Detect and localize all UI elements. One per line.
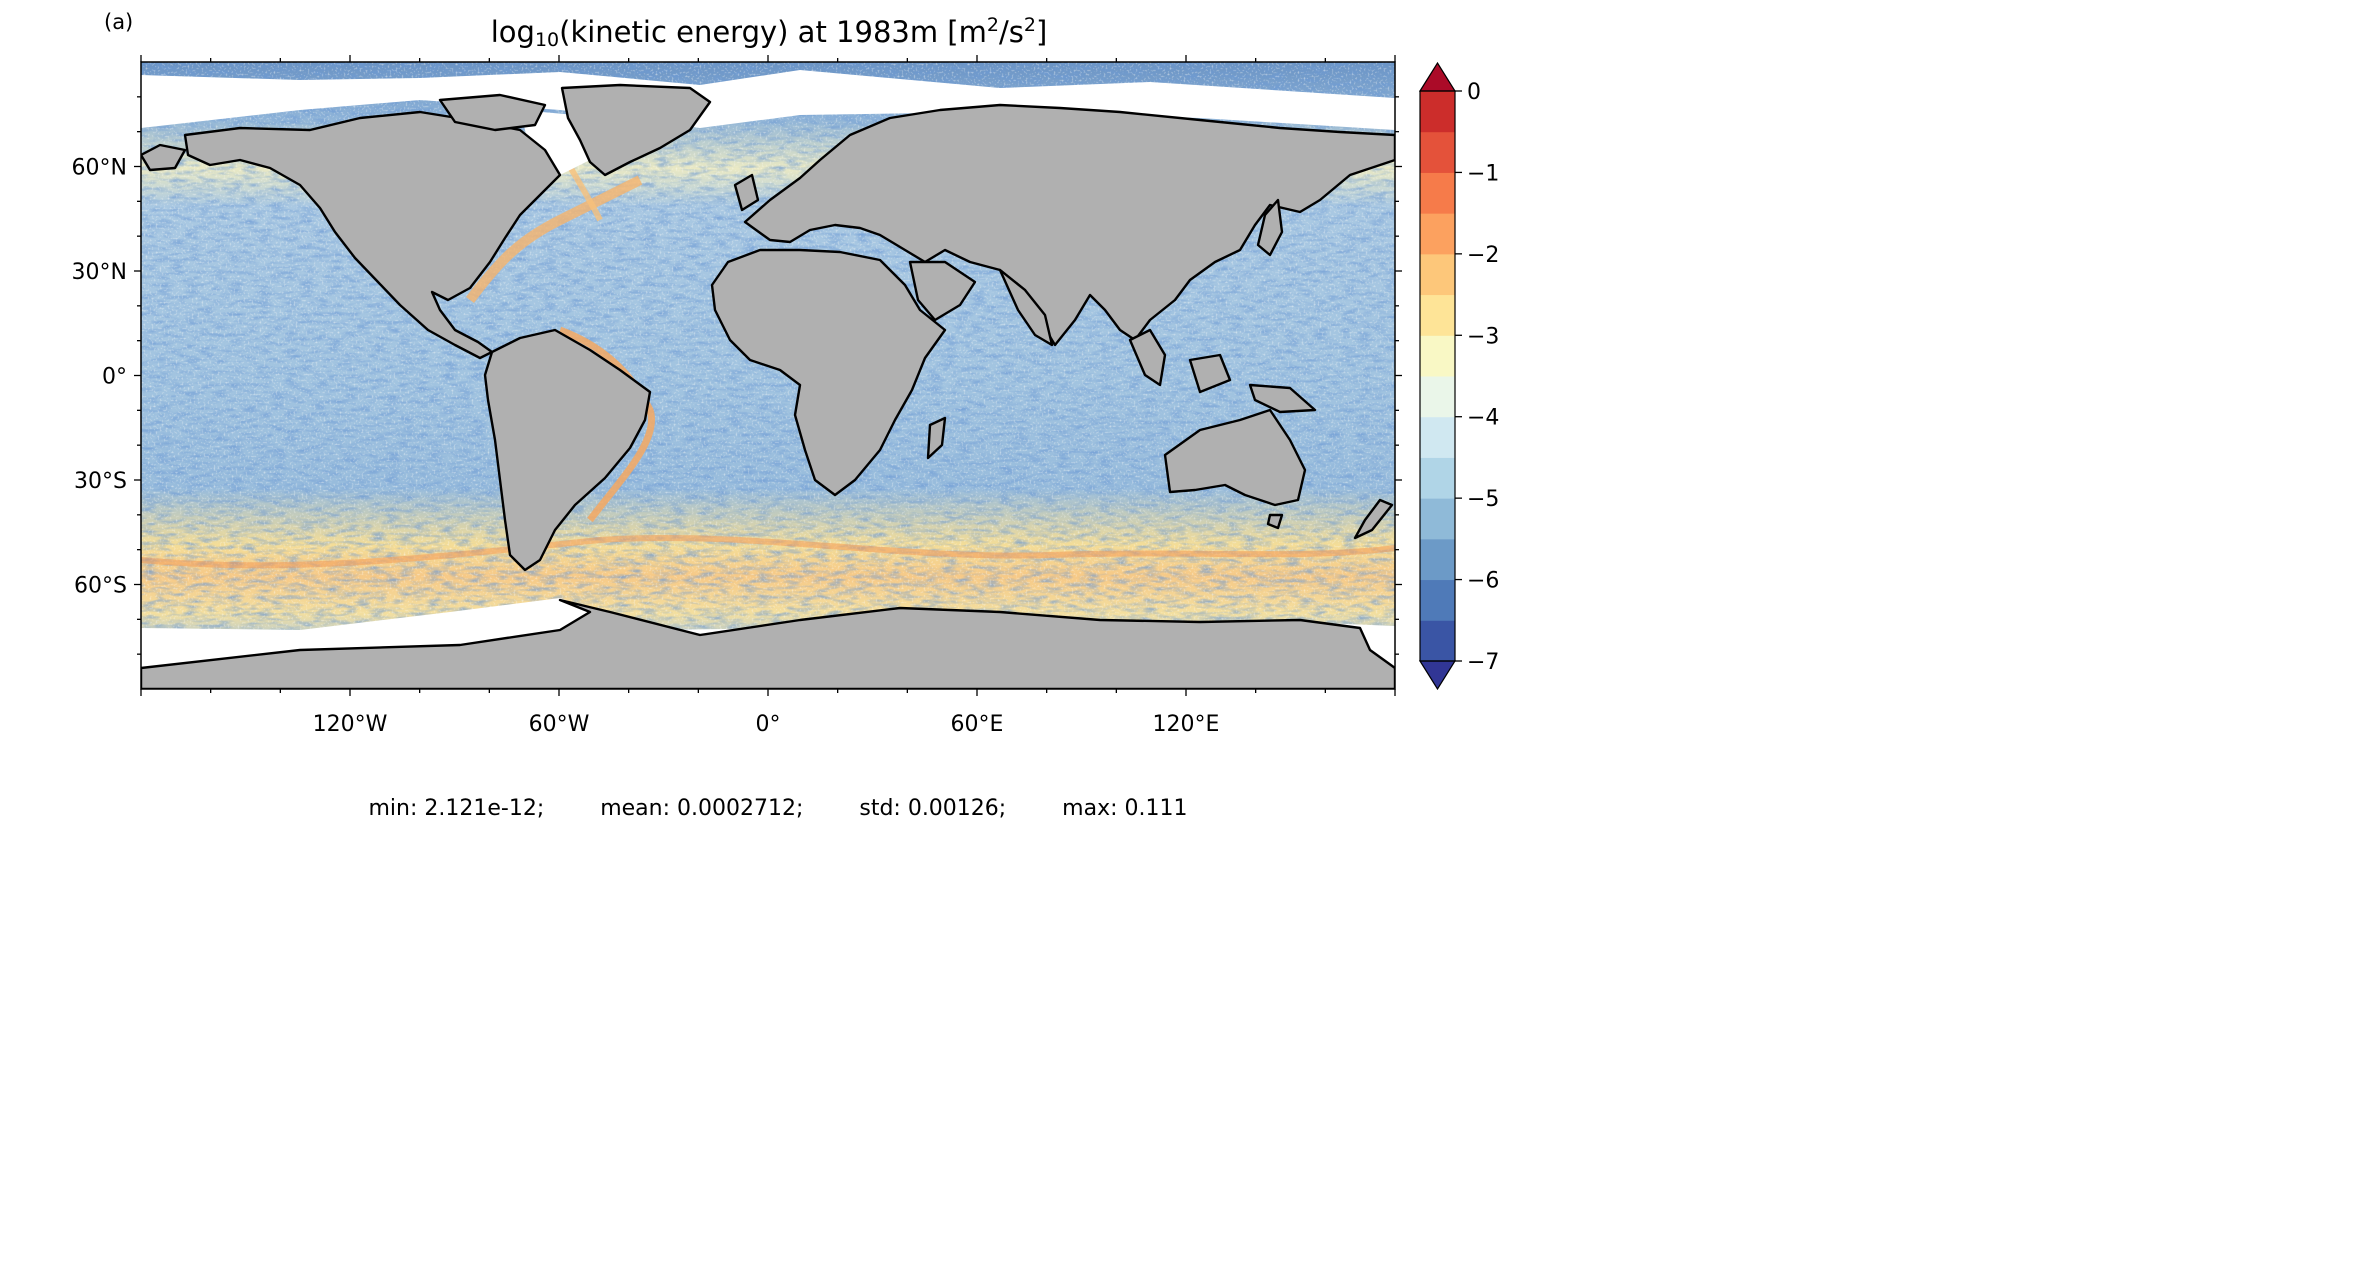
colorbar-bin	[1420, 620, 1455, 662]
title-mid2: /s	[998, 15, 1024, 49]
japan	[1256, 198, 1284, 257]
stats-line: min: 2.121e-12; mean: 0.0002712; std: 0.…	[0, 796, 1556, 821]
colorbar-bin	[1420, 538, 1455, 581]
colorbar-tick-label: −6	[1467, 569, 1499, 594]
colorbar: 0 −1 −2 −3 −4 −5 −6 −7	[1418, 61, 1499, 691]
arctic-no-data	[141, 70, 1395, 130]
latitude-axis: 60°N 30°N 0° 30°S 60°S	[72, 96, 1402, 655]
tasmania	[1266, 513, 1284, 530]
new-guinea	[1248, 383, 1317, 414]
title-sup2: 2	[1023, 14, 1036, 36]
colorbar-bin	[1420, 579, 1455, 621]
map-title: log10(kinetic energy) at 1983m [m2/s2]	[0, 14, 1538, 51]
uk	[733, 173, 760, 212]
south-america	[483, 328, 652, 572]
colorbar-bin	[1420, 213, 1455, 255]
brazil-current	[558, 326, 655, 523]
greenland	[560, 83, 712, 177]
colorbar-tick-label: −1	[1467, 161, 1499, 186]
land-masses	[141, 83, 1395, 689]
title-sub: 10	[534, 29, 560, 51]
stat-max: max: 0.111	[1062, 796, 1188, 821]
colorbar-tick-label: −5	[1467, 487, 1499, 512]
colorbar-bin	[1420, 457, 1455, 499]
longitude-axis: 120°W 60°W 0° 60°E 120°E	[140, 55, 1396, 737]
map-area	[141, 62, 1395, 689]
colorbar-bin	[1420, 498, 1455, 540]
arctic-islands	[438, 93, 547, 132]
madagascar	[926, 416, 947, 460]
southeast-asia	[1128, 328, 1167, 387]
stat-mean: mean: 0.0002712;	[600, 796, 804, 821]
colorbar-frame	[1419, 90, 1456, 662]
lat-tick-label: 0°	[102, 365, 127, 390]
panel-label: (a)	[104, 10, 134, 34]
africa	[710, 248, 947, 497]
title-mid: (kinetic energy) at 1983m [m	[559, 15, 987, 49]
lon-tick-label: 120°E	[1153, 712, 1220, 737]
acc-band	[141, 534, 1395, 569]
lon-tick-label: 60°E	[951, 712, 1004, 737]
colorbar-bin	[1420, 131, 1455, 173]
colorbar-tick-label: −4	[1467, 406, 1499, 431]
australia	[1163, 408, 1307, 507]
stat-min: min: 2.121e-12;	[368, 796, 545, 821]
lat-tick-label: 60°N	[72, 156, 127, 181]
new-zealand	[1353, 498, 1394, 540]
lat-tick-label: 30°S	[74, 469, 127, 494]
lon-tick-label: 0°	[756, 712, 781, 737]
colorbar-tick-label: −3	[1467, 324, 1499, 349]
antarctica	[141, 598, 1395, 689]
lon-tick-label: 120°W	[313, 712, 388, 737]
title-pre: log	[490, 15, 535, 49]
colorbar-tick-label: −2	[1467, 243, 1499, 268]
arabia	[908, 260, 977, 322]
lon-tick-label: 60°W	[529, 712, 590, 737]
colorbar-bin	[1420, 376, 1455, 418]
colorbar-bin	[1420, 416, 1455, 458]
eurasia	[743, 103, 1395, 347]
gulf-stream	[466, 175, 643, 304]
india	[998, 268, 1054, 347]
stat-std: std: 0.00126;	[859, 796, 1007, 821]
colorbar-bin	[1420, 172, 1455, 214]
lat-tick-label: 30°N	[72, 260, 127, 285]
colorbar-tick-label: 0	[1467, 80, 1481, 105]
colorbar-extend-max	[1418, 61, 1457, 92]
colorbar-bin	[1420, 335, 1455, 377]
colorbar-bin	[1420, 91, 1455, 133]
title-sup1: 2	[986, 14, 999, 36]
alaska	[141, 143, 187, 172]
colorbar-extend-min	[1418, 660, 1457, 691]
title-post: ]	[1035, 15, 1048, 49]
colorbar-tick-label: −7	[1467, 650, 1499, 675]
lat-tick-label: 60°S	[74, 574, 127, 599]
map-figure: 60°N30°N0°30°S60°S 120°W 60°W 0° 60°E 120°E …	[72, 55, 1499, 737]
colorbar-bin	[1420, 253, 1455, 296]
colorbar-bin	[1420, 294, 1455, 336]
borneo	[1188, 353, 1232, 394]
